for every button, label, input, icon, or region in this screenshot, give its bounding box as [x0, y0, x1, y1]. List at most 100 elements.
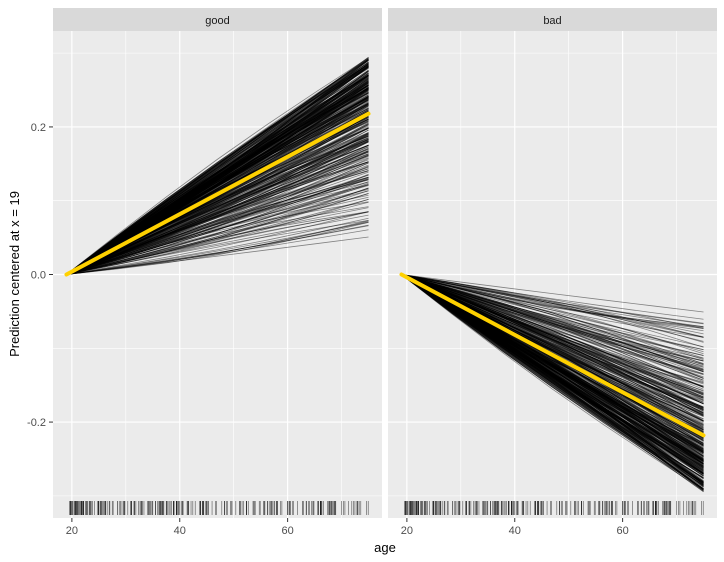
ice-line — [66, 144, 369, 275]
ice-line — [66, 164, 369, 275]
ice-line — [401, 274, 704, 490]
ice-line — [401, 274, 704, 366]
ice-line — [401, 274, 704, 472]
ice-line — [66, 74, 369, 275]
ice-line — [401, 274, 704, 486]
ice-line — [66, 166, 369, 275]
ice-line — [66, 77, 369, 275]
ice-line — [66, 75, 369, 275]
ice-line — [66, 107, 369, 275]
ice-line — [401, 274, 704, 488]
ice-line — [66, 89, 369, 275]
ice-line — [66, 74, 369, 275]
ice-line — [401, 274, 704, 491]
ice-line — [66, 139, 369, 275]
ice-line — [401, 274, 704, 391]
ice-line — [66, 61, 369, 275]
ice-line — [66, 185, 369, 275]
ice-line — [66, 141, 369, 275]
strip-bad — [388, 8, 717, 31]
ice-line — [401, 274, 704, 313]
ice-line — [401, 274, 704, 473]
ice-line — [401, 274, 704, 491]
ice-line — [66, 70, 369, 275]
ice-line — [66, 96, 369, 275]
ice-line — [66, 145, 369, 275]
ice-line — [401, 274, 704, 403]
ice-line — [66, 109, 369, 275]
ice-line — [66, 59, 369, 275]
ice-line — [66, 184, 369, 275]
ice-line — [401, 274, 704, 409]
ice-line — [66, 85, 369, 275]
ice-line — [401, 274, 704, 411]
ice-line — [401, 274, 704, 461]
ice-line — [401, 274, 704, 379]
ice-line — [401, 274, 704, 428]
ice-line — [66, 57, 369, 275]
x-axis-title: age — [374, 540, 396, 555]
ice-line — [401, 274, 704, 394]
ice-line — [401, 274, 704, 453]
ice-line — [66, 211, 369, 275]
ice-line — [66, 66, 369, 275]
ice-line — [401, 274, 704, 447]
x-tick-label: 20 — [401, 525, 413, 537]
ice-line — [66, 161, 369, 275]
ice-line — [401, 274, 704, 469]
ice-line — [66, 145, 369, 275]
ice-line — [401, 274, 704, 474]
ice-line — [401, 274, 704, 486]
ice-line — [66, 74, 369, 275]
ice-line — [401, 274, 704, 328]
ice-line — [401, 274, 704, 462]
ice-line — [66, 140, 369, 275]
ice-line — [66, 83, 369, 275]
ice-line — [401, 274, 704, 466]
ice-line — [66, 211, 369, 275]
ice-line — [401, 274, 704, 486]
ice-line — [401, 274, 704, 475]
ice-line — [66, 134, 369, 275]
ice-line — [401, 274, 704, 484]
ice-line — [401, 274, 704, 428]
ice-line — [66, 74, 369, 275]
ice-line — [66, 94, 369, 275]
ice-line — [401, 274, 704, 338]
ice-line — [401, 274, 704, 487]
ice-line — [401, 274, 704, 396]
ice-line — [401, 274, 704, 356]
ice-line — [401, 274, 704, 368]
ice-line — [401, 274, 704, 438]
ice-line — [66, 104, 369, 275]
ice-line — [66, 88, 369, 275]
ice-line — [401, 274, 704, 463]
ice-line — [66, 91, 369, 275]
ice-line — [66, 72, 369, 275]
ice-line — [401, 274, 704, 348]
ice-line — [66, 92, 369, 275]
ice-line — [66, 84, 369, 275]
ice-line — [66, 95, 369, 275]
ice-line — [401, 274, 704, 484]
ice-line — [401, 274, 704, 464]
ice-line — [401, 274, 704, 485]
ice-line — [66, 58, 369, 275]
ice-line — [401, 274, 704, 395]
ice-line — [401, 274, 704, 486]
ice-line — [401, 274, 704, 479]
ice-line — [401, 274, 704, 487]
ice-line — [401, 274, 704, 455]
ice-line — [66, 211, 369, 275]
ice-line — [401, 274, 704, 409]
ice-line — [66, 117, 369, 275]
ice-line — [66, 80, 369, 275]
ice-line — [401, 274, 704, 469]
ice-line — [66, 154, 369, 275]
ice-line — [401, 274, 704, 475]
ice-line — [66, 85, 369, 275]
ice-line — [401, 274, 704, 356]
ice-line — [401, 274, 704, 471]
strip-label-bad: bad — [543, 15, 561, 27]
